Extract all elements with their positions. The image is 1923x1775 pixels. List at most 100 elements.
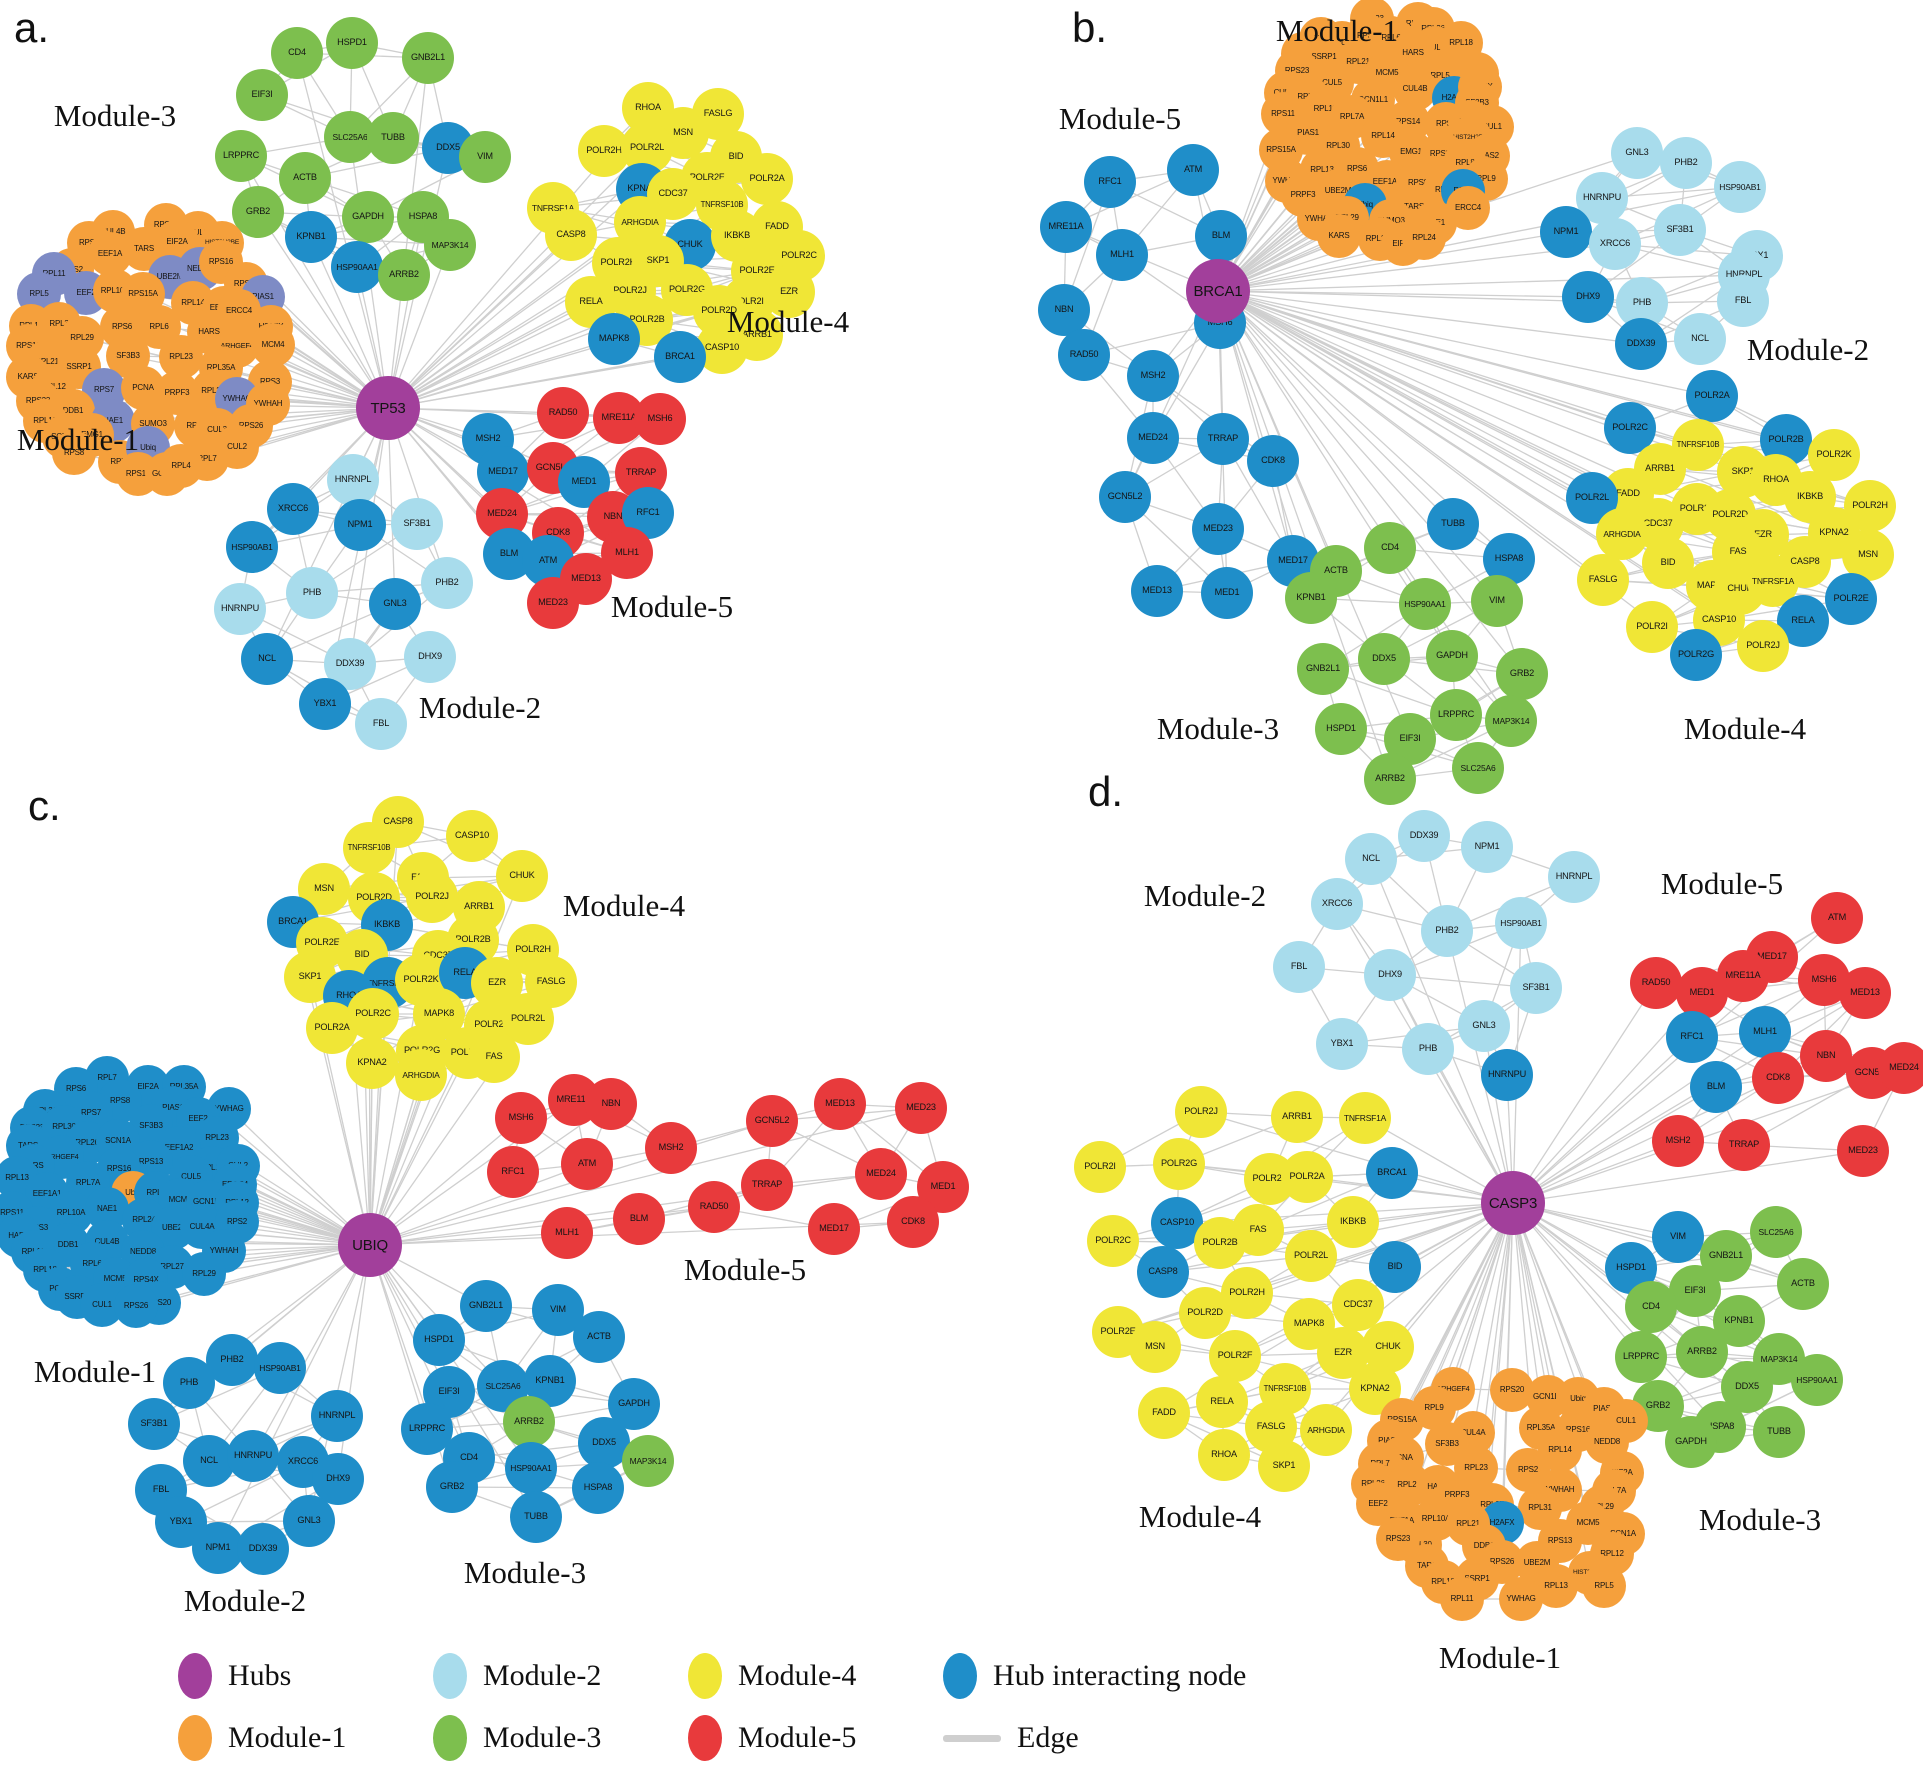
node-phb[interactable]: PHB: [163, 1357, 215, 1409]
node-hsp90ab1[interactable]: HSP90AB1: [1714, 161, 1766, 213]
node-ddx39[interactable]: DDX39: [1398, 810, 1450, 862]
node-hsp90ab1[interactable]: HSP90AB1: [254, 1342, 306, 1394]
node-casp8[interactable]: CASP8: [372, 796, 424, 848]
node-ncl[interactable]: NCL: [1674, 313, 1726, 365]
node-actb[interactable]: ACTB: [279, 152, 331, 204]
node-npm1[interactable]: NPM1: [1540, 206, 1592, 258]
node-tnfrsf1a[interactable]: TNFRSF1A: [1339, 1092, 1391, 1144]
node-vim[interactable]: VIM: [459, 131, 511, 183]
node-xrcc6[interactable]: XRCC6: [267, 483, 319, 535]
node-med23[interactable]: MED23: [1192, 503, 1244, 555]
hub-node-casp3[interactable]: CASP3: [1481, 1171, 1545, 1235]
hub-node-tp53[interactable]: TP53: [356, 376, 420, 440]
node-ncl[interactable]: NCL: [1345, 833, 1397, 885]
node-dhx9[interactable]: DHX9: [312, 1453, 364, 1505]
node-rhoa[interactable]: RHOA: [1198, 1429, 1250, 1481]
node-actb[interactable]: ACTB: [1777, 1258, 1829, 1310]
node-polr2a[interactable]: POLR2A: [1686, 370, 1738, 422]
node-polr2c[interactable]: POLR2C: [1087, 1215, 1139, 1267]
node-trrap[interactable]: TRRAP: [1718, 1119, 1770, 1171]
node-chuk[interactable]: CHUK: [496, 850, 548, 902]
node-cd4[interactable]: CD4: [1364, 522, 1416, 574]
node-gnb2l1[interactable]: GNB2L1: [402, 32, 454, 84]
node-polr2i[interactable]: POLR2I: [1626, 601, 1678, 653]
node-arrb2[interactable]: ARRB2: [503, 1396, 555, 1448]
node-casp8[interactable]: CASP8: [545, 209, 597, 261]
node-tnfrsf10b[interactable]: TNFRSF10B: [343, 822, 395, 874]
node-vim[interactable]: VIM: [1471, 575, 1523, 627]
node-trrap[interactable]: TRRAP: [1197, 413, 1249, 465]
node-mlh1[interactable]: MLH1: [1096, 229, 1148, 281]
node-hspd1[interactable]: HSPD1: [1315, 703, 1367, 755]
hub-node-brca1[interactable]: BRCA1: [1186, 259, 1250, 323]
node-med23[interactable]: MED23: [895, 1082, 947, 1134]
node-mapk8[interactable]: MAPK8: [588, 313, 640, 365]
node-msh2[interactable]: MSH2: [1127, 350, 1179, 402]
node-rad50[interactable]: RAD50: [537, 387, 589, 439]
node-med24[interactable]: MED24: [855, 1148, 907, 1200]
node-vim[interactable]: VIM: [1652, 1211, 1704, 1263]
node-hspd1[interactable]: HSPD1: [326, 17, 378, 69]
node-phb2[interactable]: PHB2: [421, 557, 473, 609]
node-polr2a[interactable]: POLR2A: [741, 153, 793, 205]
node-hsp90ab1[interactable]: HSP90AB1: [1495, 897, 1547, 949]
node-hspd1[interactable]: HSPD1: [413, 1314, 465, 1366]
node-med17[interactable]: MED17: [808, 1203, 860, 1255]
node-med1[interactable]: MED1: [1676, 967, 1728, 1019]
node-hsp90aa1[interactable]: HSP90AA1: [1399, 578, 1451, 630]
node-med13[interactable]: MED13: [1131, 565, 1183, 617]
node-map3k14[interactable]: MAP3K14: [424, 219, 476, 271]
node-med24[interactable]: MED24: [1127, 412, 1179, 464]
node-fbl[interactable]: FBL: [1273, 941, 1325, 993]
node-rpl11[interactable]: RPL11: [1440, 1577, 1484, 1621]
node-map3k14[interactable]: MAP3K14: [1485, 695, 1537, 747]
node-ddx5[interactable]: DDX5: [578, 1417, 630, 1469]
node-phb[interactable]: PHB: [1402, 1023, 1454, 1075]
node-rfc1[interactable]: RFC1: [1666, 1011, 1718, 1063]
node-tnfrsf1a[interactable]: TNFRSF1A: [1747, 555, 1799, 607]
node-hsp90aa1[interactable]: HSP90AA1: [331, 241, 383, 293]
node-sf3b1[interactable]: SF3B1: [1654, 204, 1706, 256]
node-polr2j[interactable]: POLR2J: [406, 871, 458, 923]
node-blm[interactable]: BLM: [1690, 1061, 1742, 1113]
node-polr2l[interactable]: POLR2L: [1285, 1230, 1337, 1282]
node-tubb[interactable]: TUBB: [1427, 498, 1479, 550]
node-atm[interactable]: ATM: [561, 1138, 613, 1190]
node-ddx39[interactable]: DDX39: [1615, 318, 1667, 370]
node-rad50[interactable]: RAD50: [1630, 957, 1682, 1009]
node-arhgdia[interactable]: ARHGDIA: [395, 1049, 447, 1101]
node-sf3b1[interactable]: SF3B1: [128, 1398, 180, 1450]
node-arrb2[interactable]: ARRB2: [1676, 1326, 1728, 1378]
node-polr2g[interactable]: POLR2G: [1670, 629, 1722, 681]
node-kars[interactable]: KARS: [1317, 214, 1361, 258]
node-nbn[interactable]: NBN: [585, 1078, 637, 1130]
node-cdc37[interactable]: CDC37: [1332, 1279, 1384, 1331]
node-grb2[interactable]: GRB2: [1496, 648, 1548, 700]
node-arrb2[interactable]: ARRB2: [1364, 753, 1416, 805]
node-sf3b1[interactable]: SF3B1: [1510, 962, 1562, 1014]
node-msh6[interactable]: MSH6: [634, 393, 686, 445]
node-slc25a6[interactable]: SLC25A6: [1750, 1206, 1802, 1258]
node-ikbkb[interactable]: IKBKB: [1327, 1196, 1379, 1248]
node-dhx9[interactable]: DHX9: [1364, 949, 1416, 1001]
node-gnb2l1[interactable]: GNB2L1: [1297, 643, 1349, 695]
node-cdk8[interactable]: CDK8: [1247, 435, 1299, 487]
node-eif3i[interactable]: EIF3I: [236, 69, 288, 121]
node-gnl3[interactable]: GNL3: [369, 578, 421, 630]
node-phb2[interactable]: PHB2: [1660, 137, 1712, 189]
node-msn[interactable]: MSN: [1842, 529, 1894, 581]
node-hnrnpu[interactable]: HNRNPU: [1481, 1049, 1533, 1101]
node-bid[interactable]: BID: [1642, 537, 1694, 589]
node-mcm4[interactable]: MCM4: [251, 323, 295, 367]
node-polr2a[interactable]: POLR2A: [1281, 1151, 1333, 1203]
node-gapdh[interactable]: GAPDH: [342, 191, 394, 243]
node-trrap[interactable]: TRRAP: [741, 1159, 793, 1211]
node-hnrnpl[interactable]: HNRNPL: [311, 1390, 363, 1442]
node-polr2b[interactable]: POLR2B: [1194, 1217, 1246, 1269]
node-mlh1[interactable]: MLH1: [1739, 1006, 1791, 1058]
node-mre11a[interactable]: MRE11A: [1040, 201, 1092, 253]
node-bid[interactable]: BID: [1369, 1241, 1421, 1293]
node-casp10[interactable]: CASP10: [446, 810, 498, 862]
node-npm1[interactable]: NPM1: [1461, 821, 1513, 873]
node-polr2g[interactable]: POLR2G: [1153, 1138, 1205, 1190]
